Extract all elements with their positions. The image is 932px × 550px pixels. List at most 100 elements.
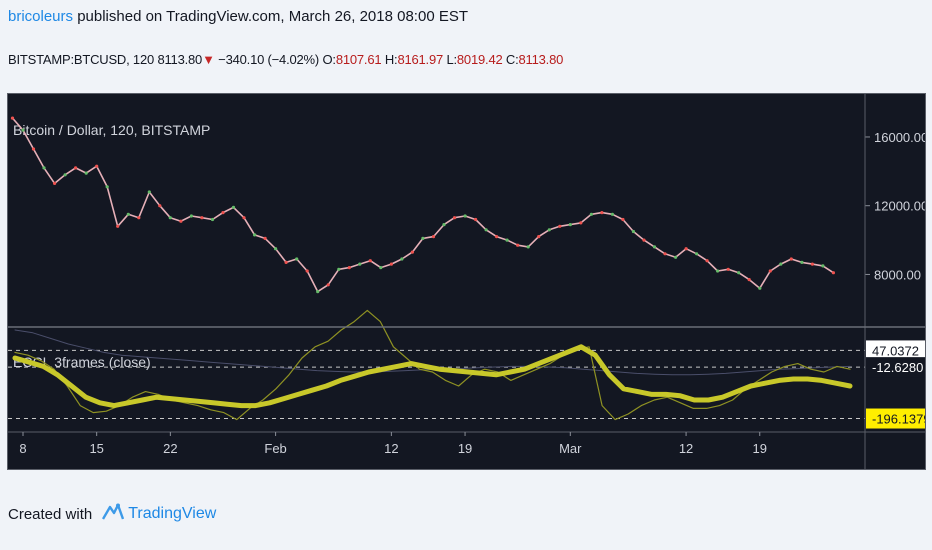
price-point[interactable] (21, 128, 25, 132)
price-point[interactable] (42, 166, 46, 170)
price-point[interactable] (652, 245, 657, 249)
osc-tick-label: 47.0372 (872, 343, 919, 358)
price-point[interactable] (631, 229, 636, 234)
price-point[interactable] (105, 185, 109, 189)
price-point[interactable] (284, 260, 288, 264)
price-point[interactable] (558, 224, 562, 228)
price-point[interactable] (716, 269, 720, 273)
price-point[interactable] (74, 166, 78, 170)
price-point[interactable] (116, 224, 120, 228)
price-point[interactable] (663, 252, 667, 256)
price-series-line[interactable] (11, 117, 834, 293)
price-point[interactable] (474, 217, 478, 222)
price-point[interactable] (800, 260, 804, 264)
price-point[interactable] (263, 236, 267, 240)
price-point[interactable] (53, 181, 57, 185)
price-point[interactable] (158, 204, 162, 208)
price-pane[interactable]: Bitcoin / Dollar, 120, BITSTAMP 16000.00 1… (10, 116, 928, 294)
time-axis[interactable]: 8 15 22 Feb 12 19 Mar 12 19 (8, 94, 925, 469)
price-point[interactable] (705, 259, 709, 263)
price-point[interactable] (579, 221, 583, 225)
price-point[interactable] (642, 238, 646, 242)
price-point[interactable] (410, 250, 414, 254)
price-point[interactable] (358, 262, 362, 266)
price-point[interactable] (31, 147, 36, 151)
price-point[interactable] (326, 283, 330, 287)
price-point[interactable] (126, 212, 130, 216)
price-point[interactable] (758, 286, 762, 290)
price-point[interactable] (526, 245, 530, 249)
price-point[interactable] (295, 257, 299, 261)
symbol-legend: BITSTAMP:BTCUSD, 120 8113.80▼ −340.10 (−… (8, 52, 563, 67)
price-point[interactable] (421, 236, 425, 240)
price-point[interactable] (168, 216, 172, 220)
price-point[interactable] (547, 228, 551, 232)
price-point[interactable] (368, 259, 372, 263)
price-point[interactable] (610, 212, 615, 216)
price-point[interactable] (684, 247, 688, 251)
price-point[interactable] (452, 216, 457, 220)
time-tick-label: 19 (753, 441, 767, 456)
price-chart-title: Bitcoin / Dollar, 120, BITSTAMP (13, 122, 210, 138)
price-point[interactable] (63, 173, 67, 177)
price-point[interactable] (568, 223, 572, 227)
open-value: 8107.61 (335, 52, 382, 67)
price-point[interactable] (316, 290, 320, 294)
price-point[interactable] (831, 271, 836, 275)
price-point[interactable] (674, 255, 678, 259)
price-point[interactable] (84, 171, 88, 175)
price-point[interactable] (537, 235, 541, 239)
price-point[interactable] (768, 269, 772, 273)
price-point[interactable] (137, 216, 141, 220)
price-point[interactable] (400, 257, 404, 261)
price-point[interactable] (337, 267, 341, 271)
price-point[interactable] (821, 264, 825, 268)
tradingview-link[interactable]: TradingView (128, 505, 217, 522)
price-point[interactable] (253, 233, 257, 237)
price-point[interactable] (600, 211, 604, 215)
chart-svg[interactable]: Bitcoin / Dollar, 120, BITSTAMP 16000.00 1… (8, 94, 931, 469)
price-point[interactable] (779, 262, 783, 266)
price-point[interactable] (10, 116, 15, 120)
price-point[interactable] (179, 219, 183, 223)
price-point[interactable] (695, 252, 699, 256)
price-point[interactable] (231, 205, 236, 209)
price-point[interactable] (737, 271, 741, 275)
price-point[interactable] (221, 211, 225, 215)
price-point[interactable] (484, 228, 488, 232)
price-point[interactable] (305, 269, 309, 273)
price-point[interactable] (147, 190, 151, 194)
price-point[interactable] (789, 257, 793, 261)
price-point[interactable] (95, 164, 99, 168)
price-point[interactable] (431, 235, 436, 239)
price-point[interactable] (379, 266, 383, 270)
osc-tick-label: -196.1379 (872, 412, 925, 427)
price-point[interactable] (516, 243, 520, 247)
author-link[interactable]: bricoleurs (8, 8, 74, 25)
price-point[interactable] (347, 266, 351, 270)
price-point[interactable] (726, 267, 730, 271)
price-point[interactable] (274, 247, 278, 251)
osc-series-thick[interactable] (12, 344, 853, 409)
price-point[interactable] (621, 217, 625, 222)
price-point[interactable] (200, 216, 204, 220)
price-point[interactable] (242, 216, 246, 220)
oscillator-pane[interactable]: ECCI_3frames (close)47.0372-12.6280-196.… (8, 309, 931, 429)
price-change: −340.10 (−4.02%) (218, 52, 320, 67)
price-point[interactable] (189, 214, 193, 218)
close-label: C: (505, 52, 519, 67)
chart-panel[interactable]: Bitcoin / Dollar, 120, BITSTAMP 16000.00 1… (7, 93, 931, 470)
price-point[interactable] (589, 212, 594, 216)
price-point[interactable] (747, 278, 751, 282)
price-point[interactable] (210, 217, 215, 222)
low-label: L: (446, 52, 457, 67)
price-point[interactable] (442, 223, 446, 227)
tradingview-logo-icon[interactable] (102, 503, 125, 525)
price-point[interactable] (463, 214, 467, 218)
price-point[interactable] (505, 238, 509, 242)
time-tick-label: 8 (19, 441, 26, 456)
price-point[interactable] (810, 262, 815, 266)
price-point[interactable] (495, 235, 499, 239)
price-point[interactable] (389, 262, 393, 266)
osc-series-fast[interactable] (14, 309, 851, 421)
